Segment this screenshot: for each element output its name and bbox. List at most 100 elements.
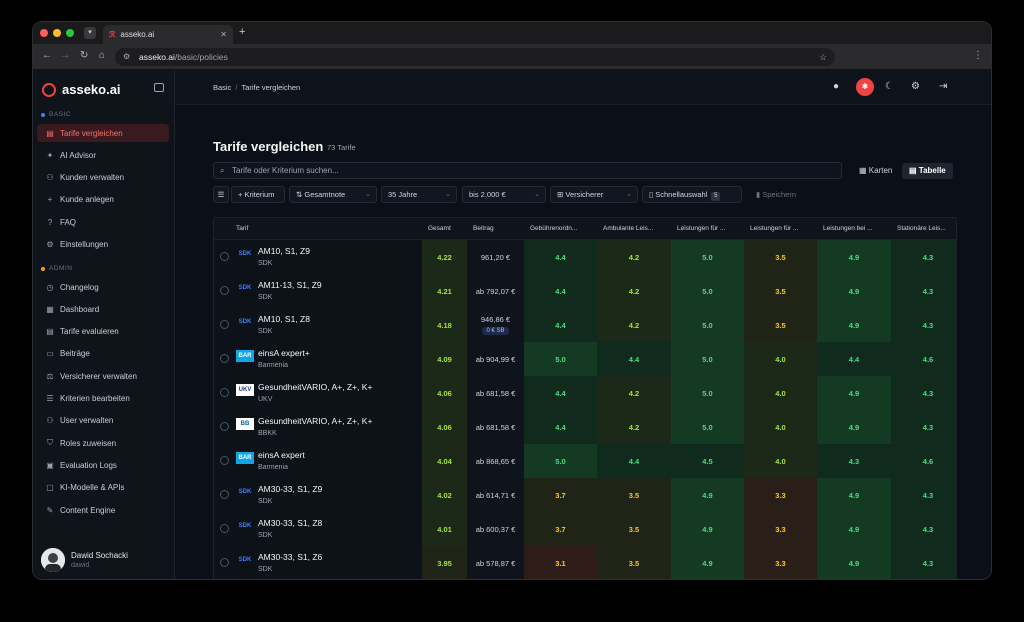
table-row[interactable]: SDK AM10, S1, Z8 SDK 4.18 946,86 €0 € SB 4.4 4… <box>214 308 956 342</box>
row-select-checkbox[interactable] <box>220 422 229 431</box>
view-table-button[interactable]: ▤ Tabelle <box>902 163 953 179</box>
sidebar-item-dashboard[interactable]: ▦ Dashboard <box>37 300 169 318</box>
browser-tab[interactable]: ℛ asseko.ai ✕ <box>103 25 233 44</box>
tariff-name[interactable]: AM30-33, S1, Z8 <box>258 518 323 528</box>
column-header[interactable]: Tarif <box>236 225 249 232</box>
add-criterion-button[interactable]: + Kriterium <box>231 186 285 203</box>
tariff-name[interactable]: AM30-33, S1, Z6 <box>258 552 323 562</box>
table-row[interactable]: BB GesundheitVARIO, A+, Z+, K+ BBKK 4.06 ab … <box>214 410 956 444</box>
row-select-checkbox[interactable] <box>220 320 229 329</box>
sidebar-item-beitr-ge[interactable]: ▭ Beiträge <box>37 345 169 363</box>
sort-select[interactable]: ⇅ Gesamtnote ⌄ <box>289 186 377 203</box>
sidebar-item-ki-modelle-apis[interactable]: ▢ KI-Modelle & APIs <box>37 479 169 497</box>
sidebar-item-kunden-verwalten[interactable]: ⚇ Kunden verwalten <box>37 169 169 187</box>
reload-icon[interactable]: ↻ <box>80 50 89 61</box>
new-tab-button[interactable]: + <box>239 26 246 38</box>
insurer-select[interactable]: ⊞ Versicherer ⌄ <box>550 186 638 203</box>
sidebar-toggle-icon[interactable] <box>154 83 164 92</box>
row-select-checkbox[interactable] <box>220 524 229 533</box>
sidebar-item-faq[interactable]: ? FAQ <box>37 213 169 231</box>
search-input[interactable]: ⌕ Tarife oder Kriterium suchen... <box>213 162 842 179</box>
maximize-window-button[interactable] <box>66 29 74 37</box>
column-header[interactable]: Stationäre Leis... <box>897 225 946 232</box>
sidebar-item-versicherer-verwalten[interactable]: ⚖ Versicherer verwalten <box>37 367 169 385</box>
column-header[interactable]: Leistungen bei ... <box>823 225 873 232</box>
sidebar-item-ai-advisor[interactable]: ✦ AI Advisor <box>37 146 169 164</box>
table-row[interactable]: SDK AM30-33, S1, Z6 SDK 3.95 ab 578,87 €3.1 3… <box>214 546 956 579</box>
dark-mode-icon[interactable]: ☾ <box>885 81 894 92</box>
sidebar-item-kunde-anlegen[interactable]: + Kunde anlegen <box>37 191 169 209</box>
criterion-score: 4.6 <box>891 444 956 478</box>
tariff-name[interactable]: AM11-13, S1, Z9 <box>258 280 322 290</box>
sidebar-item-kriterien-bearbeiten[interactable]: ☰ Kriterien bearbeiten <box>37 390 169 408</box>
url-host: asseko.ai <box>139 52 175 62</box>
tab-search-button[interactable]: ▾ <box>84 27 96 39</box>
sparkle-icon: ✦ <box>46 150 54 160</box>
row-select-checkbox[interactable] <box>220 354 229 363</box>
bookmark-star-icon[interactable]: ☆ <box>819 52 827 62</box>
column-header[interactable]: Beitrag <box>473 225 494 232</box>
row-select-checkbox[interactable] <box>220 490 229 499</box>
sidebar-item-evaluation-logs[interactable]: ▣ Evaluation Logs <box>37 456 169 474</box>
age-select[interactable]: 35 Jahre ⌄ <box>381 186 457 203</box>
premium-value: ab 904,99 € <box>475 354 516 364</box>
user-profile[interactable]: Dawid Sochacki dawid <box>41 548 128 572</box>
tariff-name[interactable]: einsA expert+ <box>258 348 310 358</box>
breadcrumb-root[interactable]: Basic <box>213 83 232 92</box>
filter-settings-button[interactable]: ☰ <box>213 186 229 203</box>
column-header[interactable]: Gesamt <box>428 225 451 232</box>
sidebar-item-roles-zuweisen[interactable]: ⛉ Roles zuweisen <box>37 434 169 452</box>
close-window-button[interactable] <box>40 29 48 37</box>
column-header[interactable]: Leistungen für ... <box>677 225 726 232</box>
column-header[interactable]: Gebührenordn... <box>530 225 578 232</box>
tariff-name[interactable]: GesundheitVARIO, A+, Z+, K+ <box>258 382 373 392</box>
budget-select[interactable]: bis 2.000 € ⌄ <box>462 186 546 203</box>
browser-menu-icon[interactable]: ⋮ <box>973 50 983 61</box>
tariff-name[interactable]: AM10, S1, Z9 <box>258 246 310 256</box>
row-select-checkbox[interactable] <box>220 388 229 397</box>
sidebar-item-user-verwalten[interactable]: ⚇ User verwalten <box>37 412 169 430</box>
home-icon[interactable]: ⌂ <box>99 50 106 61</box>
table-row[interactable]: BAR einsA expert+ Barmenia 4.09 ab 904,99 € 5… <box>214 342 956 376</box>
tariff-cell: BAR einsA expert+ Barmenia <box>214 342 422 376</box>
view-table-label: Tabelle <box>918 166 946 175</box>
github-icon[interactable]: ● <box>833 81 840 92</box>
table-row[interactable]: SDK AM30-33, S1, Z9 SDK 4.02 ab 614,71 €3.7 3… <box>214 478 956 512</box>
site-settings-icon[interactable]: ⚙ <box>123 52 131 61</box>
table-row[interactable]: SDK AM10, S1, Z9 SDK 4.22 961,20 € 4.4 4.2 5.0 3… <box>214 240 956 274</box>
sidebar-item-changelog[interactable]: ◷ Changelog <box>37 278 169 296</box>
table-row[interactable]: SDK AM30-33, S1, Z8 SDK 4.01 ab 600,37 €3.7 3… <box>214 512 956 546</box>
column-header[interactable]: Leistungen für ... <box>750 225 799 232</box>
ai-assistant-icon[interactable]: ✱ <box>856 78 874 96</box>
sidebar-item-einstellungen[interactable]: ⚙ Einstellungen <box>37 236 169 254</box>
logout-icon[interactable]: ⇥ <box>939 81 948 92</box>
quick-select-button[interactable]: ▯ Schnellauswahl 5 <box>642 186 742 203</box>
table-row[interactable]: SDK AM11-13, S1, Z9 SDK 4.21 ab 792,07 €4.4 4… <box>214 274 956 308</box>
tariff-name[interactable]: GesundheitVARIO, A+, Z+, K+ <box>258 416 373 426</box>
save-button[interactable]: ▮ Speichern <box>749 186 805 203</box>
settings-icon[interactable]: ⚙ <box>911 81 920 92</box>
premium-cell: ab 600,37 € <box>467 512 524 546</box>
close-tab-icon[interactable]: ✕ <box>220 30 227 39</box>
brand[interactable]: asseko.ai <box>42 82 121 97</box>
back-icon[interactable]: ← <box>42 50 52 61</box>
minimize-window-button[interactable] <box>53 29 61 37</box>
row-select-checkbox[interactable] <box>220 558 229 567</box>
sidebar-item-tarife-evaluieren[interactable]: ▤ Tarife evaluieren <box>37 323 169 341</box>
view-cards-button[interactable]: ▦ Karten <box>852 163 899 179</box>
table-row[interactable]: UKV GesundheitVARIO, A+, Z+, K+ UKV 4.06 ab … <box>214 376 956 410</box>
criterion-score: 5.0 <box>524 444 597 478</box>
tariff-name[interactable]: einsA expert <box>258 450 305 460</box>
forward-icon[interactable]: → <box>60 50 70 61</box>
row-select-checkbox[interactable] <box>220 252 229 261</box>
row-select-checkbox[interactable] <box>220 286 229 295</box>
sidebar-item-content-engine[interactable]: ✎ Content Engine <box>37 501 169 519</box>
sidebar-item-tarife-vergleichen[interactable]: ▤ Tarife vergleichen <box>37 124 169 142</box>
address-bar[interactable]: ⚙ asseko.ai/basic/policies ☆ <box>115 48 835 66</box>
row-select-checkbox[interactable] <box>220 456 229 465</box>
table-row[interactable]: BAR einsA expert Barmenia 4.04 ab 868,65 € 5.… <box>214 444 956 478</box>
tariff-name[interactable]: AM30-33, S1, Z9 <box>258 484 323 494</box>
tariff-name[interactable]: AM10, S1, Z8 <box>258 314 310 324</box>
column-header[interactable]: Ambulante Leis... <box>603 225 654 232</box>
insurer-logo: UKV <box>236 384 254 396</box>
